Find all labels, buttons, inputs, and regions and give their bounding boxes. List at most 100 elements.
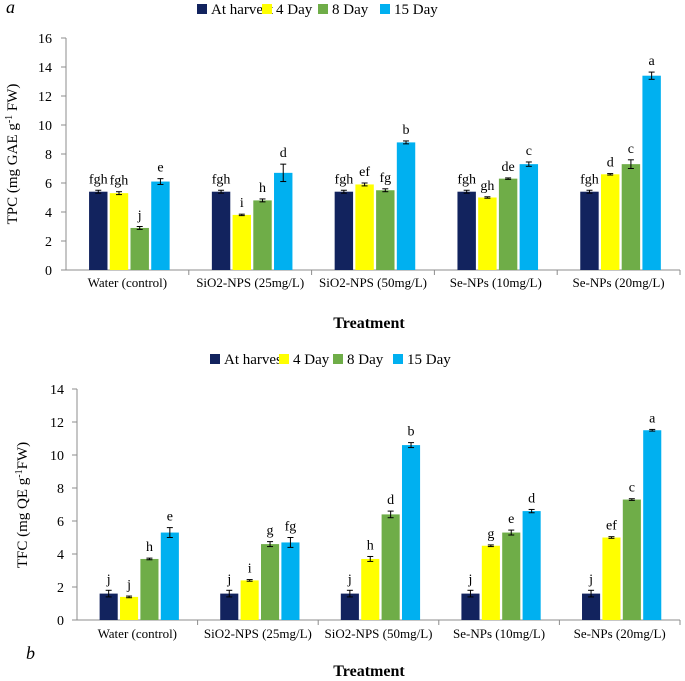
significance-letter: a bbox=[649, 411, 656, 426]
category-labels-b: Water (control) SiO2-NPS (25mg/L) SiO2-NPS… bbox=[98, 626, 666, 641]
bar bbox=[621, 164, 641, 270]
bar bbox=[376, 190, 395, 270]
category-label: Se-NPs (20mg/L) bbox=[574, 626, 666, 641]
legend-swatch bbox=[197, 4, 207, 14]
bar bbox=[274, 172, 293, 270]
bar bbox=[109, 193, 129, 270]
significance-letter: g bbox=[487, 527, 494, 542]
category-label: SiO2-NPS (25mg/L) bbox=[204, 626, 312, 641]
significance-letter: j bbox=[347, 572, 352, 587]
bar bbox=[140, 558, 159, 620]
error-bars-a bbox=[95, 71, 655, 230]
significance-letter: fg bbox=[285, 520, 297, 535]
significance-letter: d bbox=[280, 146, 287, 161]
y-tick-label: 0 bbox=[57, 614, 64, 629]
bar bbox=[396, 142, 416, 270]
bar bbox=[120, 596, 139, 620]
significance-letter: e bbox=[167, 510, 173, 525]
legend-swatch bbox=[393, 354, 403, 364]
significance-letter: b bbox=[408, 425, 415, 440]
significance-letter: j bbox=[226, 572, 231, 587]
bar bbox=[401, 445, 421, 620]
significance-letter: c bbox=[628, 142, 634, 157]
y-tick-label: 10 bbox=[50, 449, 64, 464]
significance-letter: j bbox=[588, 572, 593, 587]
y-tick-label: 12 bbox=[38, 90, 52, 105]
y-tick-label: 12 bbox=[50, 416, 64, 431]
y-tick-label: 14 bbox=[38, 61, 52, 76]
bar bbox=[580, 191, 599, 270]
y-axis-title-a: TPC (mg GAE g-1 FW) bbox=[4, 84, 22, 225]
legend-swatch bbox=[210, 354, 220, 364]
chart-panel-b: b At harvest 4 Day 8 Day 15 Day 0 2 4 6 8 10 12 14… bbox=[14, 352, 681, 680]
category-label: Water (control) bbox=[88, 275, 167, 290]
category-labels-a: Water (control) SiO2-NPS (25mg/L) SiO2-NPS… bbox=[88, 275, 665, 290]
legend-label: 4 Day bbox=[293, 352, 330, 368]
significance-letter: c bbox=[629, 481, 635, 496]
legend-b: At harvest 4 Day 8 Day 15 Day bbox=[210, 352, 451, 368]
bar bbox=[89, 191, 108, 270]
significance-letter: fgh bbox=[89, 172, 108, 187]
y-tick-label: 2 bbox=[57, 581, 64, 596]
significance-letter: h bbox=[259, 181, 266, 196]
significance-letter: d bbox=[607, 156, 614, 171]
legend-swatch bbox=[333, 354, 343, 364]
significance-letter: j bbox=[106, 572, 111, 587]
significance-letter: j bbox=[126, 578, 131, 593]
significance-letter: g bbox=[267, 524, 274, 539]
bars-a bbox=[89, 75, 661, 270]
bar bbox=[261, 544, 280, 620]
category-label: SiO2-NPS (50mg/L) bbox=[325, 626, 433, 641]
y-tick-label: 6 bbox=[57, 515, 64, 530]
bar bbox=[220, 593, 239, 620]
significance-letter: fgh bbox=[580, 172, 599, 187]
y-tick-label: 8 bbox=[45, 148, 52, 163]
bar bbox=[211, 191, 231, 270]
bar bbox=[478, 197, 497, 270]
bar bbox=[361, 558, 380, 620]
y-tick-label: 0 bbox=[45, 264, 52, 279]
bar bbox=[232, 214, 251, 270]
significance-letter: j bbox=[468, 572, 473, 587]
x-axis-title-a: Treatment bbox=[333, 315, 405, 332]
bar bbox=[498, 178, 518, 270]
y-tick-label: 4 bbox=[45, 206, 52, 221]
legend-label: 8 Day bbox=[332, 2, 369, 18]
category-label: Se-NPs (20mg/L) bbox=[573, 275, 665, 290]
bar bbox=[502, 532, 521, 620]
significance-letter: d bbox=[528, 491, 535, 506]
bar bbox=[522, 511, 541, 620]
bar bbox=[130, 227, 149, 270]
significance-letter: e bbox=[157, 161, 163, 176]
category-label: SiO2-NPS (50mg/L) bbox=[319, 275, 427, 290]
bar bbox=[582, 593, 601, 620]
category-label: Water (control) bbox=[98, 626, 177, 641]
legend-a: At harvest 4 Day 8 Day 15 Day bbox=[197, 2, 438, 18]
bar bbox=[240, 580, 259, 620]
significance-letter: gh bbox=[480, 179, 494, 194]
significance-letter: j bbox=[137, 209, 142, 224]
category-label: SiO2-NPS (25mg/L) bbox=[196, 275, 304, 290]
bar bbox=[151, 181, 170, 270]
legend-label: 4 Day bbox=[276, 2, 313, 18]
panel-label-a: a bbox=[6, 0, 15, 17]
bar bbox=[602, 537, 621, 620]
y-axis-title-b: TFC (mg QE g-1FW) bbox=[14, 442, 32, 568]
legend-label: At harvest bbox=[224, 352, 287, 368]
bar bbox=[253, 200, 272, 270]
bar bbox=[642, 75, 661, 270]
significance-letter: i bbox=[240, 196, 244, 211]
bar bbox=[519, 164, 539, 270]
bars-b bbox=[99, 430, 662, 620]
significance-letter: a bbox=[649, 54, 656, 69]
significance-letter: i bbox=[248, 562, 252, 577]
y-tick-label: 4 bbox=[57, 548, 64, 563]
y-tick-label: 16 bbox=[38, 32, 52, 47]
significance-letter: fgh bbox=[457, 172, 476, 187]
legend-label: 15 Day bbox=[394, 2, 438, 18]
bar bbox=[381, 514, 400, 620]
significance-letter: c bbox=[526, 144, 532, 159]
